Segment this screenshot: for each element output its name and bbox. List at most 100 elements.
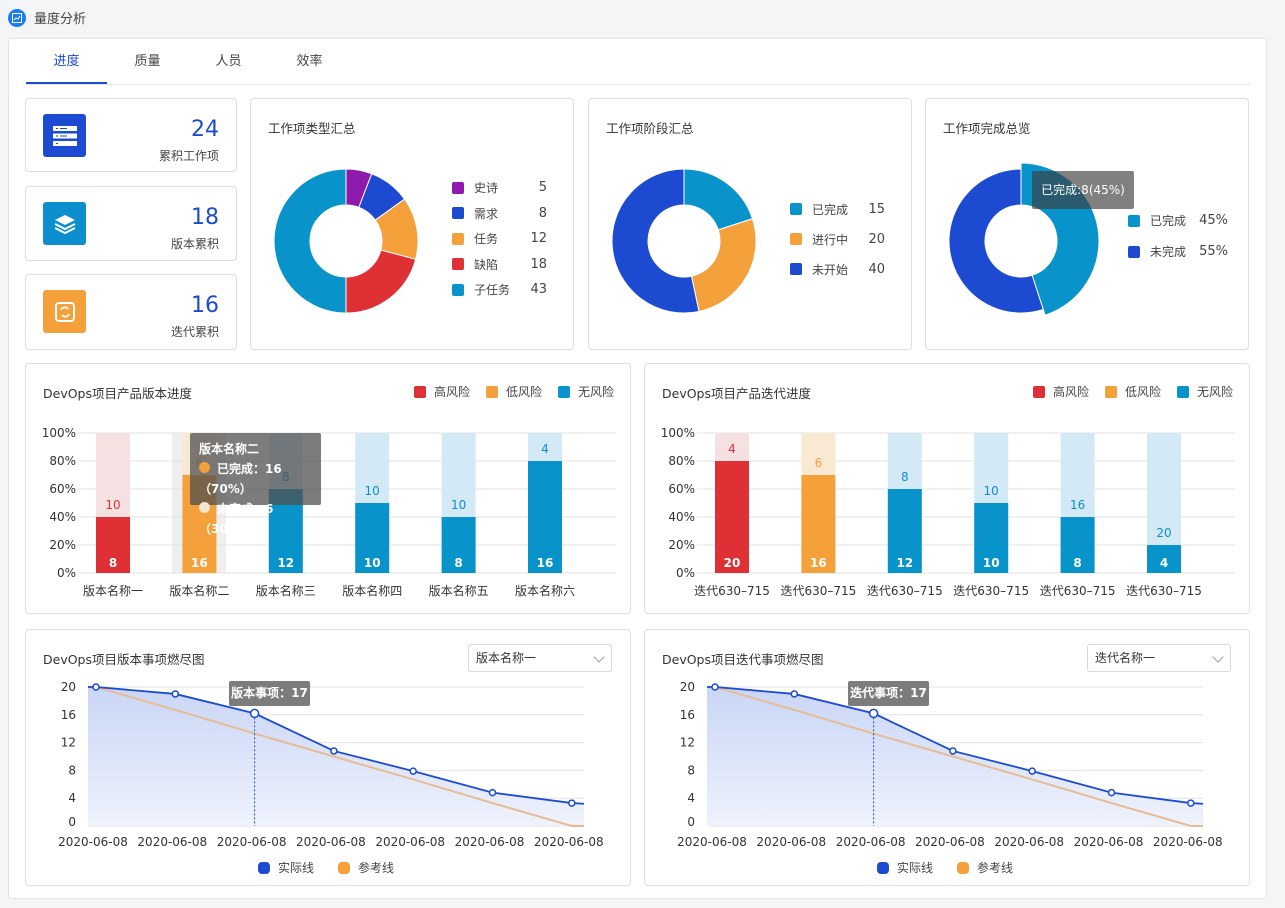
stat-card-versions: 18 版本累积 [25, 186, 237, 261]
legend-label: 无风险 [1196, 385, 1233, 399]
legend-swatch [1128, 214, 1140, 227]
legend-item: 低风险 [1104, 383, 1161, 400]
page-header: 量度分析 [8, 8, 86, 27]
tab-efficiency[interactable]: 效率 [296, 54, 323, 69]
chart-canvas [611, 168, 757, 314]
stat-label: 版本累积 [170, 237, 219, 251]
x-tick-label: 迭代630–715 [953, 584, 1029, 598]
bar-completed [96, 517, 130, 573]
bar-completed-label: 16 [191, 556, 208, 570]
legend-value: 15 [868, 201, 885, 217]
x-tick-label: 版本名称三 [256, 583, 316, 598]
y-tick-label: 12 [61, 736, 76, 750]
legend-swatch [790, 263, 802, 275]
data-point [790, 690, 799, 698]
x-tick-label: 2020-06-08 [534, 835, 604, 849]
x-tick-label: 版本名称一 [83, 583, 143, 598]
tab-people[interactable]: 人员 [215, 54, 242, 69]
stage-summary-card: 工作项阶段汇总 已完成 15 进行中 20 未开始 40 [588, 98, 912, 350]
line-tooltip: 迭代事项：17 [848, 681, 929, 706]
legend-label: 任务 [474, 232, 499, 247]
bar-completed-label: 12 [277, 556, 294, 570]
list-icon [43, 114, 86, 157]
legend-label: 高风险 [1052, 385, 1089, 399]
legend-item: 高风险 [413, 383, 470, 400]
y-tick-label: 40% [49, 510, 76, 524]
data-point [868, 708, 879, 719]
x-tick-label: 2020-06-08 [1074, 835, 1144, 849]
tab-progress[interactable]: 进度 [26, 39, 107, 84]
data-point [711, 683, 719, 691]
bar-incomplete-label: 10 [984, 484, 999, 498]
legend-swatch [790, 203, 802, 215]
legend-swatch [338, 861, 351, 874]
legend-label: 无风险 [577, 385, 614, 399]
legend-value: 20 [868, 231, 885, 247]
x-tick-label: 版本名称二 [169, 583, 229, 598]
data-point [409, 767, 417, 775]
legend-value: 45% [1199, 213, 1228, 228]
bar-tooltip: 版本名称二 已完成：16（70%） 未完成：6（30%） [190, 433, 321, 536]
tooltip-dot [199, 462, 210, 473]
legend-label: 低风险 [505, 385, 542, 399]
tooltip: 已完成:8(45%) [1032, 171, 1134, 209]
x-tick-label: 2020-06-08 [994, 835, 1064, 849]
bar-incomplete-label: 16 [1070, 498, 1085, 512]
y-tick-label: 100% [42, 426, 76, 440]
chart-canvas: 0 4 8 12 16 20 2020-06-08 2020-06-08 2020-06-08 2… [58, 680, 604, 849]
legend-item: 未完成 55% [1128, 236, 1228, 267]
chart-icon [8, 8, 26, 27]
data-point [1187, 799, 1195, 807]
stat-label: 迭代累积 [170, 325, 219, 339]
chart-legend: 已完成 15 进行中 20 未开始 40 [790, 194, 885, 284]
stat-card-work-items: 24 累积工作项 [25, 98, 237, 172]
card-title: DevOps项目产品版本进度 [43, 386, 192, 401]
legend-value: 18 [530, 256, 547, 272]
chart-legend: 高风险 低风险 无风险 [1032, 383, 1233, 400]
x-tick-label: 2020-06-08 [677, 835, 747, 849]
legend-item: 参考线 [338, 859, 394, 876]
legend-swatch [413, 385, 426, 398]
y-tick-label: 100% [661, 426, 695, 440]
bar-completed [1147, 545, 1181, 573]
legend-label: 参考线 [977, 861, 1014, 875]
stat-card-iterations: 16 迭代累积 [25, 274, 237, 350]
version-burndown-card: DevOps项目版本事项燃尽图 版本名称一 0 4 8 12 16 20 2020-06-0… [25, 629, 631, 886]
version-select[interactable]: 版本名称一 [468, 644, 612, 672]
tab-bar: 进度 质量 人员 效率 [26, 39, 1250, 85]
tooltip-dot [199, 502, 210, 513]
y-tick-label: 20 [61, 680, 76, 694]
iteration-select[interactable]: 迭代名称一 [1087, 644, 1231, 672]
legend-label: 进行中 [812, 232, 849, 247]
y-tick-label: 60% [668, 482, 695, 496]
legend-swatch [452, 258, 464, 271]
legend-swatch [557, 385, 570, 398]
legend-swatch [877, 861, 889, 874]
x-tick-label: 迭代630–715 [867, 584, 943, 598]
tab-quality[interactable]: 质量 [134, 54, 161, 69]
legend-item: 低风险 [485, 383, 542, 400]
y-tick-label: 16 [61, 708, 76, 722]
y-tick-label: 0% [57, 566, 76, 580]
legend-item: 实际线 [258, 859, 314, 876]
iteration-progress-card: DevOps项目产品迭代进度 高风险 低风险 无风险 0% 20% 40% 60% 80% 10… [644, 363, 1250, 614]
y-tick-label: 20% [668, 538, 695, 552]
legend-swatch [452, 232, 464, 245]
legend-item: 未开始 40 [790, 254, 885, 284]
bar-completed-label: 16 [810, 556, 827, 570]
chart-legend: 史诗 5 需求 8 任务 12 缺陷 18 子任务 43 [452, 175, 547, 303]
type-summary-card: 工作项类型汇总 史诗 5 需求 8 任务 12 缺陷 18 子任务 43 [250, 98, 574, 350]
stat-value: 18 [191, 205, 219, 230]
data-point [568, 799, 576, 807]
data-point [249, 708, 260, 719]
x-tick-label: 2020-06-08 [375, 835, 445, 849]
y-tick-label: 0 [68, 815, 76, 829]
x-tick-label: 2020-06-08 [455, 835, 525, 849]
tooltip-text: 已完成：16（70%） [199, 462, 282, 496]
legend-label: 已完成 [812, 202, 849, 217]
y-tick-label: 20% [49, 538, 76, 552]
x-tick-label: 迭代630–715 [694, 584, 770, 598]
x-tick-label: 版本名称六 [515, 583, 575, 598]
chart-legend: 实际线 参考线 [258, 859, 394, 876]
card-title: 工作项类型汇总 [268, 121, 356, 136]
